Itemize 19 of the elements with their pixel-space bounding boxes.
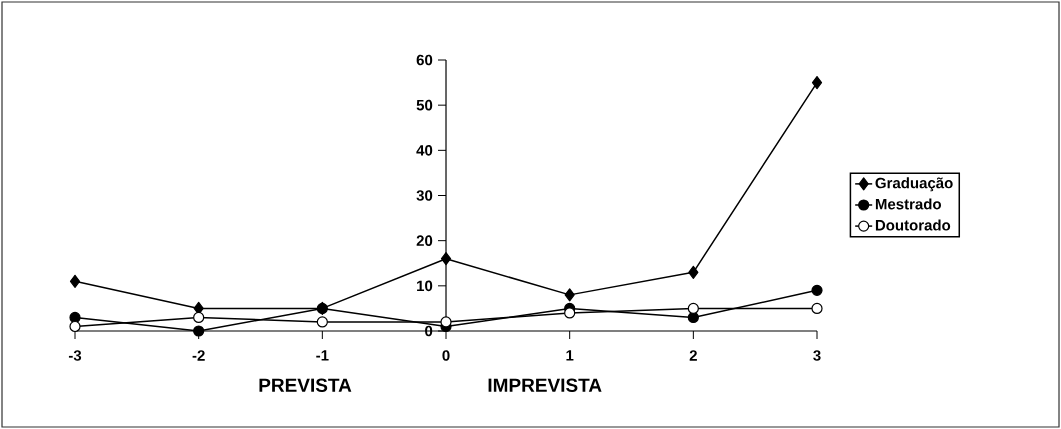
y-tick-label: 0 xyxy=(425,325,433,337)
text: PREVISTA xyxy=(259,378,352,392)
text: IMPREVISTA xyxy=(488,378,602,392)
y-tick-label: 60 xyxy=(416,54,433,66)
y-tick-label: 50 xyxy=(416,99,433,111)
legend-label: Doutorado xyxy=(875,219,951,231)
x-tick-label: 0 xyxy=(442,350,450,361)
x-tick-label: -3 xyxy=(68,350,82,361)
legend-label: Mestrado xyxy=(875,198,942,210)
y-tick-label: 40 xyxy=(416,145,433,156)
x-tick-label: 3 xyxy=(813,350,821,361)
x-tick-label: 2 xyxy=(689,350,697,361)
legend-label: Graduação xyxy=(875,177,953,192)
x-tick-label: -2 xyxy=(192,350,205,361)
x-tick-label: -1 xyxy=(316,350,329,361)
y-tick-label: 30 xyxy=(416,190,433,201)
y-tick-label: 20 xyxy=(416,235,433,246)
x-tick-label: 1 xyxy=(566,350,574,361)
y-tick-label: 10 xyxy=(417,280,433,292)
